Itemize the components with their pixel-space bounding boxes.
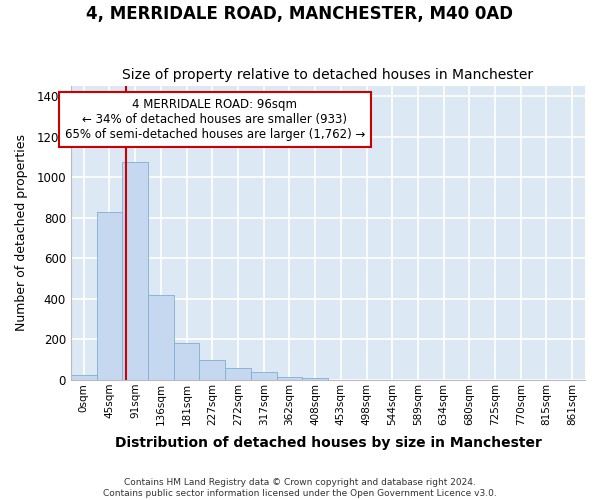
Bar (199, 360, 225, 380)
Bar (302, 378, 328, 380)
Title: Size of property relative to detached houses in Manchester: Size of property relative to detached ho… (122, 68, 533, 82)
Bar (122, 162, 148, 380)
Bar (225, 368, 251, 380)
Bar (71, 375, 97, 380)
Bar (97, 212, 122, 380)
Text: Contains HM Land Registry data © Crown copyright and database right 2024.
Contai: Contains HM Land Registry data © Crown c… (103, 478, 497, 498)
Bar (277, 377, 302, 380)
Bar (251, 372, 277, 380)
Y-axis label: Number of detached properties: Number of detached properties (15, 134, 28, 332)
X-axis label: Distribution of detached houses by size in Manchester: Distribution of detached houses by size … (115, 436, 541, 450)
Text: 4 MERRIDALE ROAD: 96sqm
← 34% of detached houses are smaller (933)
65% of semi-d: 4 MERRIDALE ROAD: 96sqm ← 34% of detache… (65, 98, 365, 140)
Text: 4, MERRIDALE ROAD, MANCHESTER, M40 0AD: 4, MERRIDALE ROAD, MANCHESTER, M40 0AD (86, 5, 514, 23)
Bar (148, 295, 174, 380)
Bar (174, 344, 199, 380)
